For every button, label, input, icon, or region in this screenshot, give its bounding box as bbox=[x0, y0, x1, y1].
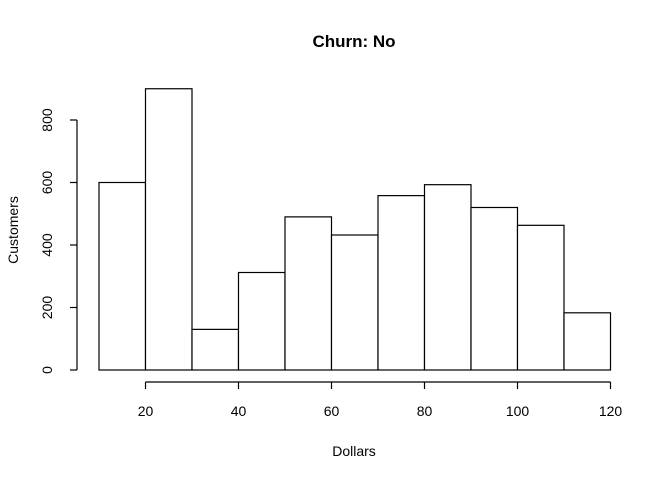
x-tick-label: 20 bbox=[138, 403, 154, 419]
histogram-bar bbox=[237, 271, 286, 371]
x-tick-label: 100 bbox=[506, 403, 530, 419]
x-axis: 20 40 60 80 100 120 bbox=[138, 381, 623, 419]
chart-title: Churn: No bbox=[312, 32, 395, 51]
histogram-bar bbox=[191, 328, 240, 371]
bars-group bbox=[98, 88, 612, 371]
histogram-bar bbox=[144, 88, 193, 371]
y-tick-label: 0 bbox=[39, 366, 55, 374]
x-tick-label: 60 bbox=[324, 403, 340, 419]
x-tick-label: 80 bbox=[417, 403, 433, 419]
histogram-bar bbox=[470, 206, 519, 371]
y-tick-label: 400 bbox=[39, 233, 55, 257]
histogram-bar bbox=[377, 195, 426, 371]
histogram-bar bbox=[563, 312, 612, 371]
y-tick-label: 600 bbox=[39, 171, 55, 195]
y-axis-label: Customers bbox=[5, 196, 21, 264]
x-tick-label: 120 bbox=[599, 403, 623, 419]
histogram-bar bbox=[284, 216, 333, 371]
x-tick-label: 40 bbox=[231, 403, 247, 419]
histogram-bar bbox=[423, 184, 472, 371]
y-axis: 0 200 400 600 800 bbox=[39, 108, 78, 374]
histogram-bar bbox=[330, 234, 379, 371]
y-tick-label: 200 bbox=[39, 296, 55, 320]
x-axis-label: Dollars bbox=[332, 443, 376, 459]
y-tick-label: 800 bbox=[39, 108, 55, 132]
histogram-bar bbox=[516, 224, 565, 371]
histogram-bar bbox=[98, 181, 147, 371]
